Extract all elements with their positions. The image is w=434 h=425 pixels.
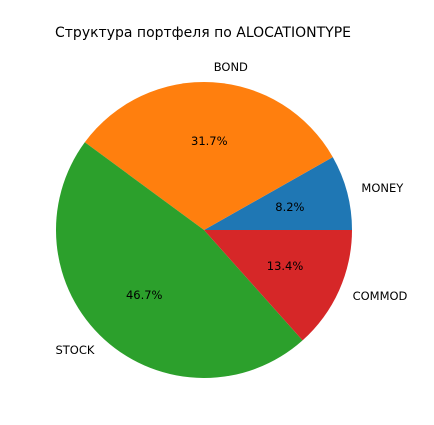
chart-title: Структура портфеля по ALOCATIONTYPE bbox=[55, 25, 351, 41]
slice-percent-stock: 46.7% bbox=[126, 288, 163, 302]
slice-percent-bond: 31.7% bbox=[191, 134, 228, 148]
pie-slice-money bbox=[204, 157, 352, 230]
slice-label-money: MONEY bbox=[361, 181, 404, 195]
pie-slices bbox=[55, 81, 352, 379]
slice-label-stock: STOCK bbox=[55, 343, 94, 357]
pie-labels: MONEY 8.2% BOND 31.7% STOCK 46.7% COMMOD 13.4% bbox=[55, 60, 407, 357]
pie-slice-bond bbox=[84, 81, 333, 230]
slice-label-commod: COMMOD bbox=[353, 289, 408, 303]
pie-slice-stock bbox=[55, 142, 303, 379]
pie-slice-commod bbox=[204, 230, 352, 341]
slice-percent-commod: 13.4% bbox=[267, 259, 304, 273]
slice-label-bond: BOND bbox=[214, 60, 248, 74]
slice-percent-money: 8.2% bbox=[275, 200, 304, 214]
